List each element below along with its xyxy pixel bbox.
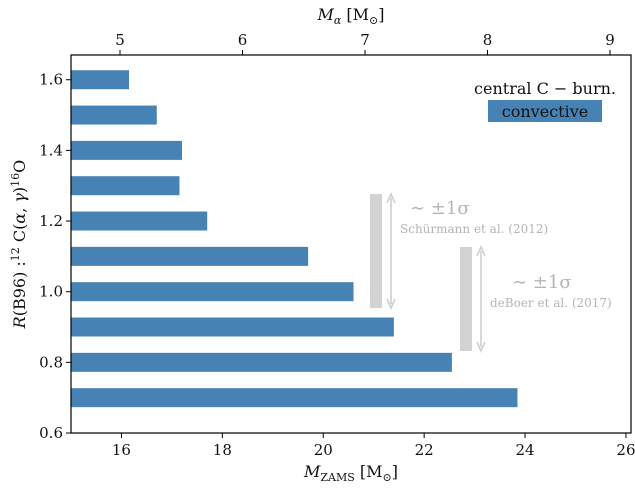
top-tick-label: 9 (605, 31, 615, 49)
plot-frame (70, 54, 632, 434)
top-axis-ticks: 5 6 7 8 9 (115, 31, 615, 55)
bar (71, 282, 354, 302)
x-tick-label: 16 (112, 441, 131, 459)
bar (71, 211, 208, 231)
legend-swatch (488, 100, 602, 122)
error-source: deBoer et al. (2017) (490, 296, 612, 310)
bar-group (71, 70, 518, 408)
bar (71, 246, 309, 266)
legend-entry: convective (502, 102, 588, 121)
bar (71, 70, 130, 90)
error-source: Schürmann et al. (2012) (400, 222, 548, 236)
error-label: ∼ ±1σ (410, 198, 470, 219)
y-tick-label: 0.6 (39, 424, 63, 442)
y-tick-label: 1.0 (39, 283, 63, 301)
bar (71, 317, 394, 337)
y-axis-ticks: 0.6 0.8 1.0 1.2 1.4 1.6 (39, 71, 71, 442)
legend: central C − burn. convective (474, 79, 616, 122)
x-tick-label: 26 (616, 441, 635, 459)
error-arrow-down (386, 298, 396, 310)
error-indicator-deboer: ∼ ±1σ deBoer et al. (2017) (460, 245, 612, 353)
top-tick-label: 6 (238, 31, 248, 49)
x-tick-label: 18 (213, 441, 232, 459)
y-tick-label: 1.4 (39, 141, 63, 159)
x-tick-label: 20 (314, 441, 333, 459)
x-axis-label: MZAMS [M⊙] (303, 462, 398, 484)
error-arrow-up (476, 245, 486, 257)
error-arrow-down (476, 341, 486, 353)
top-tick-label: 8 (483, 31, 493, 49)
top-tick-label: 5 (115, 31, 125, 49)
error-band (460, 247, 472, 351)
bar (71, 140, 182, 160)
bar (71, 388, 518, 408)
y-tick-label: 1.6 (39, 71, 63, 89)
y-axis-label: R(B96) :12 C(α, γ)16O (9, 160, 29, 330)
y-tick-label: 1.2 (39, 212, 63, 230)
y-tick-label: 0.8 (39, 353, 63, 371)
error-arrow-up (386, 192, 396, 204)
bar (71, 176, 180, 196)
x-tick-label: 24 (516, 441, 535, 459)
x-tick-label: 22 (415, 441, 434, 459)
legend-title: central C − burn. (474, 79, 616, 98)
bar (71, 352, 452, 372)
error-label: ∼ ±1σ (512, 272, 572, 293)
top-axis-label: Mα [M⊙] (316, 5, 384, 27)
error-indicator-schurmann: ∼ ±1σ Schürmann et al. (2012) (370, 192, 548, 310)
x-axis-ticks: 16 18 20 22 24 26 (112, 433, 635, 459)
bar (71, 105, 157, 125)
error-band (370, 194, 382, 308)
top-tick-label: 7 (360, 31, 370, 49)
